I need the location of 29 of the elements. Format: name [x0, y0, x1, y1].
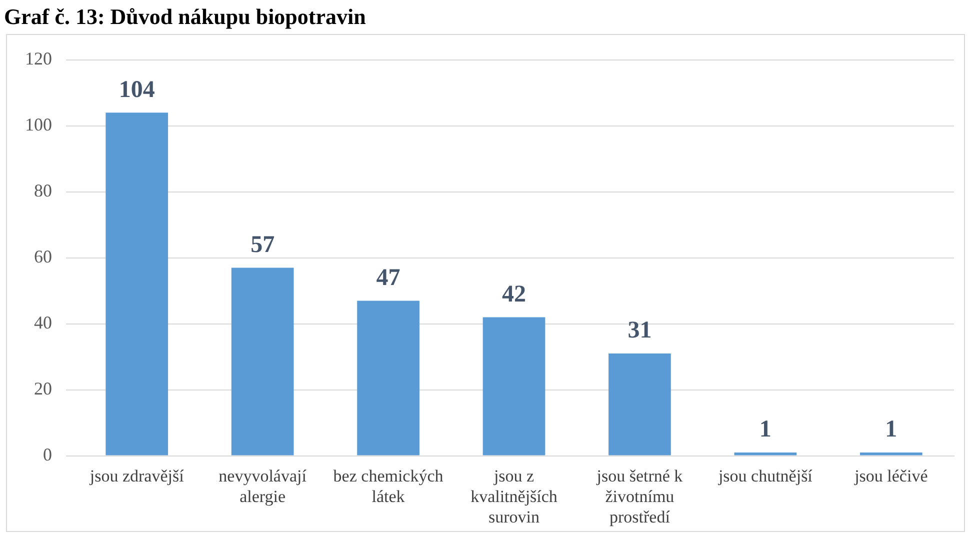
data-label: 47 [376, 264, 400, 291]
bar [357, 300, 420, 456]
y-tick-label: 80 [34, 180, 52, 201]
x-tick-label: jsou šetrné k životnímu prostředí [596, 466, 684, 526]
x-tick-label: bez chemických látek [333, 466, 444, 506]
data-label: 1 [759, 416, 772, 443]
bar [608, 354, 671, 456]
bar [482, 317, 546, 456]
y-tick-label: 100 [25, 114, 52, 135]
y-tick-label: 0 [43, 444, 52, 465]
data-label: 57 [250, 232, 275, 258]
y-tick-label: 60 [34, 246, 52, 267]
data-label: 42 [502, 281, 526, 308]
x-tick-label: jsou chutnější [717, 466, 813, 486]
bar [860, 452, 922, 456]
data-label: 1 [885, 416, 898, 443]
x-tick-label: jsou zdravější [88, 466, 184, 486]
y-tick-label: 120 [25, 48, 52, 69]
x-tick-label: nevyvolávají alergie [218, 466, 307, 506]
x-tick-label: jsou z kvalitnějších surovin [470, 466, 558, 526]
data-label: 31 [628, 318, 652, 344]
bar [734, 452, 797, 456]
bar [231, 268, 294, 456]
y-tick-label: 40 [34, 312, 52, 333]
y-tick-label: 20 [34, 378, 52, 399]
bar [106, 112, 168, 456]
data-label: 104 [118, 76, 155, 103]
chart-title: Graf č. 13: Důvod nákupu biopotravin [3, 3, 367, 30]
x-tick-label: jsou léčivé [854, 466, 928, 486]
